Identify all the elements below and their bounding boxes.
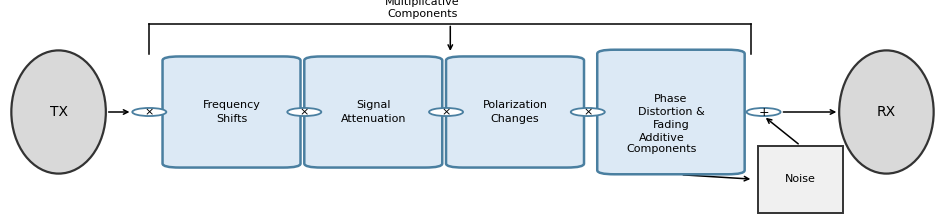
Circle shape	[429, 108, 463, 116]
Text: ×: ×	[582, 107, 592, 117]
Text: +: +	[757, 106, 768, 118]
Text: Multiplicative
Components: Multiplicative Components	[385, 0, 459, 19]
Circle shape	[570, 108, 604, 116]
Ellipse shape	[838, 50, 933, 174]
Bar	[757, 146, 842, 213]
Text: Polarization
Changes: Polarization Changes	[482, 100, 547, 124]
Circle shape	[132, 108, 166, 116]
Text: ×: ×	[144, 107, 154, 117]
Text: ×: ×	[441, 107, 450, 117]
Circle shape	[746, 108, 780, 116]
FancyBboxPatch shape	[597, 50, 744, 174]
FancyBboxPatch shape	[304, 56, 442, 168]
Text: Phase
Distortion &
Fading: Phase Distortion & Fading	[637, 94, 703, 130]
Text: RX: RX	[876, 105, 895, 119]
Text: Noise: Noise	[784, 174, 815, 184]
Text: ×: ×	[299, 107, 309, 117]
FancyBboxPatch shape	[446, 56, 583, 168]
Circle shape	[287, 108, 321, 116]
FancyBboxPatch shape	[162, 56, 300, 168]
Text: Signal
Attenuation: Signal Attenuation	[340, 100, 406, 124]
Text: TX: TX	[49, 105, 68, 119]
Text: Frequency
Shifts: Frequency Shifts	[202, 100, 261, 124]
Text: Additive
Components: Additive Components	[626, 133, 696, 154]
Ellipse shape	[11, 50, 106, 174]
